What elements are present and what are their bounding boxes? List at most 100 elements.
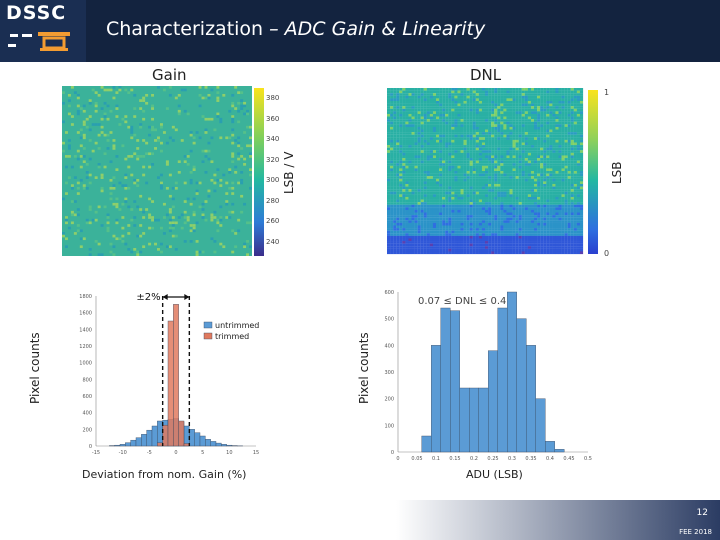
dnl-map-pixel [469, 217, 473, 221]
dnl-map-pixel [405, 116, 409, 120]
dnl-map-pixel [436, 93, 440, 96]
dnl-map-pixel [518, 222, 522, 226]
y-tick-label: 300 [384, 370, 394, 376]
gain-map-pixel [216, 99, 220, 102]
dnl-map-pixel [549, 134, 553, 138]
dnl-map-pixel [540, 160, 544, 164]
dnl-map-pixel [457, 152, 461, 156]
dnl-map-pixel [558, 139, 562, 143]
dnl-map-pixel [420, 147, 424, 151]
dnl-map-pixel [463, 145, 467, 148]
dnl-map-pixel [540, 209, 544, 213]
dnl-map-pixel [573, 178, 577, 182]
dnl-map-pixel [567, 100, 571, 104]
dnl-map-pixel [463, 199, 467, 203]
dnl-map-pixel [460, 222, 464, 226]
dnl-map-pixel [478, 119, 483, 122]
gain-map-pixel [195, 240, 199, 243]
gain-map-pixel [106, 213, 110, 217]
dnl-map-pixel [448, 228, 452, 231]
dnl-map-pixel [414, 98, 418, 102]
dnl-map-pixel [570, 183, 574, 187]
dnl-map-pixel [463, 132, 467, 135]
untrimmed-bar [141, 434, 147, 447]
dnl-map-pixel [466, 217, 470, 221]
dnl-map-pixel [506, 111, 510, 115]
dnl-map-pixel [469, 189, 473, 192]
dnl-map-pixel [549, 150, 553, 153]
dnl-map-pixel [472, 137, 476, 140]
dnl-map-pixel [414, 142, 418, 146]
gain-map-pixel [85, 176, 89, 179]
dnl-map-pixel [463, 171, 467, 174]
gain-map-pixel [79, 178, 83, 182]
dnl-map-pixel [546, 150, 550, 153]
dnl-map-pixel [478, 126, 483, 130]
gain-map-pixel [76, 131, 80, 134]
dnl-map-pixel [485, 194, 489, 198]
dnl-map-pixel [509, 189, 513, 192]
dnl-map-pixel [466, 246, 470, 249]
dnl-map-pixel [567, 152, 571, 156]
gain-map-pixel [195, 181, 199, 185]
dnl-map-pixel [436, 134, 440, 138]
dnl-map-pixel [439, 116, 443, 120]
dnl-map-pixel [466, 183, 470, 187]
dnl-map-pixel [454, 152, 458, 156]
dnl-map-pixel [503, 88, 507, 91]
dnl-map-pixel [543, 119, 547, 122]
dnl-map-pixel [515, 113, 519, 117]
dnl-map-pixel [445, 106, 449, 109]
dnl-map-pixel [390, 155, 394, 159]
dnl-map-pixel [491, 251, 495, 255]
dnl-map-pixel [555, 168, 559, 172]
dnl-map-pixel [579, 220, 584, 223]
dnl-map-pixel [432, 204, 437, 208]
dnl-map-pixel [564, 139, 568, 143]
dnl-map-pixel [552, 116, 556, 120]
dnl-map-pixel [390, 163, 394, 166]
dnl-map-pixel [432, 243, 437, 247]
dnl-map-pixel [552, 178, 556, 182]
dnl-map-pixel [463, 139, 467, 143]
gain-map-pixel [112, 96, 116, 100]
dnl-map-pixel [454, 189, 458, 192]
dnl-map-pixel [570, 145, 574, 148]
dnl-map-pixel [414, 233, 418, 236]
dnl-map-pixel [454, 134, 458, 138]
gain-map-pixel [162, 131, 166, 134]
dnl-map-pixel [558, 241, 562, 244]
gain-map-pixel [204, 96, 208, 100]
dnl-map-pixel [405, 142, 409, 146]
dnl-map-pixel [423, 222, 427, 226]
dnl-map-pixel [534, 103, 538, 107]
dnl-map-pixel [521, 246, 525, 249]
dnl-map-pixel [442, 90, 446, 94]
dnl-map-pixel [485, 243, 489, 247]
dnl-map-pixel [546, 106, 550, 109]
dnl-map-pixel [555, 222, 559, 226]
dnl-map-pixel [460, 152, 464, 156]
dnl-map-pixel [494, 176, 498, 179]
gain-map-pixel [168, 136, 172, 140]
gain-map-pixel [228, 210, 232, 214]
gain-colorbar-tick: 340 [266, 135, 280, 143]
gain-map-pixel [148, 216, 152, 219]
dnl-map-pixel [518, 228, 522, 231]
dnl-map-pixel [399, 215, 403, 218]
dnl-map-pixel [396, 178, 400, 182]
dnl-map-pixel [506, 194, 510, 198]
dnl-map-pixel [552, 155, 556, 159]
dnl-map-pixel [561, 246, 565, 249]
dnl-map-pixel [570, 171, 574, 174]
gain-map-pixel [88, 173, 92, 177]
dnl-map-pixel [426, 163, 430, 166]
dnl-map-pixel [396, 134, 400, 138]
dnl-map-pixel [417, 173, 421, 177]
gain-map-pixel [130, 88, 134, 92]
gain-map-pixel [109, 109, 113, 113]
dnl-map-pixel [387, 119, 391, 122]
dnl-map-pixel [472, 251, 476, 255]
dnl-map-pixel [423, 124, 427, 127]
dnl-map-pixel [540, 113, 544, 117]
